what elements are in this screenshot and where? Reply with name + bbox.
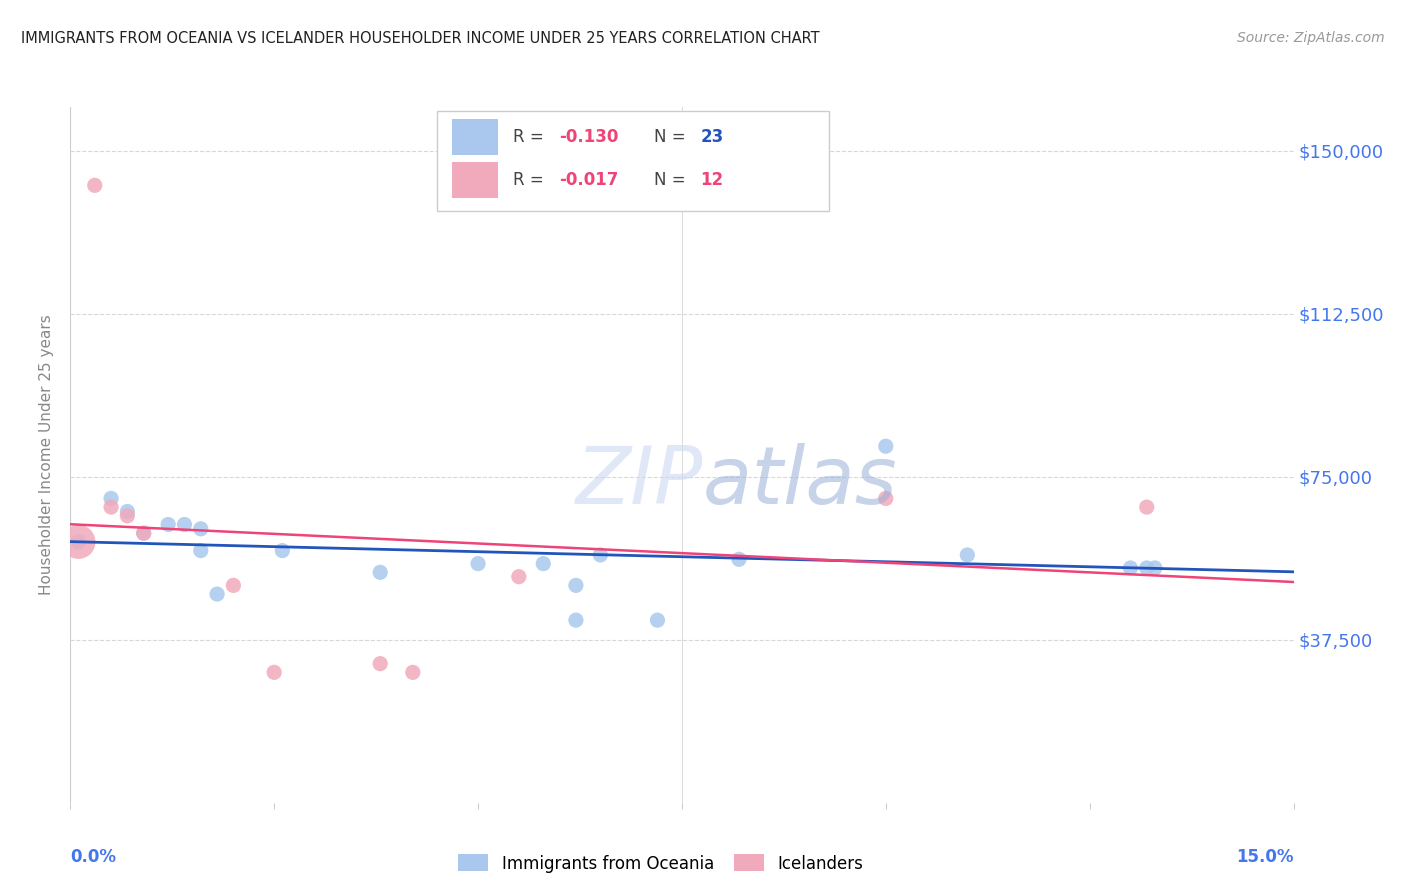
Text: R =: R = xyxy=(513,128,550,146)
FancyBboxPatch shape xyxy=(451,119,499,155)
Text: 15.0%: 15.0% xyxy=(1236,848,1294,866)
Point xyxy=(368,657,391,671)
Point xyxy=(508,570,530,584)
Point xyxy=(157,517,180,532)
Text: R =: R = xyxy=(513,171,550,189)
Text: 12: 12 xyxy=(700,171,723,189)
FancyBboxPatch shape xyxy=(451,162,499,198)
Point xyxy=(222,578,245,592)
Text: 0.0%: 0.0% xyxy=(70,848,117,866)
Point xyxy=(190,543,212,558)
Point xyxy=(1143,561,1166,575)
Point xyxy=(117,508,139,523)
Point xyxy=(1119,561,1142,575)
Point xyxy=(190,522,212,536)
Text: ZIP: ZIP xyxy=(575,442,703,521)
FancyBboxPatch shape xyxy=(437,111,828,211)
Text: -0.017: -0.017 xyxy=(560,171,619,189)
Point xyxy=(83,178,105,193)
Point xyxy=(565,578,588,592)
Point xyxy=(368,566,391,580)
Point xyxy=(531,557,554,571)
Point xyxy=(271,543,294,558)
Text: atlas: atlas xyxy=(703,442,898,521)
Point xyxy=(263,665,285,680)
Point xyxy=(956,548,979,562)
Point xyxy=(67,535,90,549)
Y-axis label: Householder Income Under 25 years: Householder Income Under 25 years xyxy=(39,315,55,595)
Legend: Immigrants from Oceania, Icelanders: Immigrants from Oceania, Icelanders xyxy=(451,847,870,880)
Text: 23: 23 xyxy=(700,128,724,146)
Point xyxy=(565,613,588,627)
Point xyxy=(467,557,489,571)
Point xyxy=(589,548,612,562)
Point xyxy=(67,535,90,549)
Text: -0.130: -0.130 xyxy=(560,128,619,146)
Text: N =: N = xyxy=(654,128,690,146)
Point xyxy=(117,504,139,518)
Point xyxy=(1136,561,1159,575)
Point xyxy=(132,526,155,541)
Point xyxy=(647,613,669,627)
Text: Source: ZipAtlas.com: Source: ZipAtlas.com xyxy=(1237,31,1385,45)
Point xyxy=(728,552,751,566)
Point xyxy=(173,517,195,532)
Point xyxy=(100,491,122,506)
Point xyxy=(875,491,897,506)
Point xyxy=(100,500,122,514)
Text: N =: N = xyxy=(654,171,690,189)
Point xyxy=(1136,500,1159,514)
Point xyxy=(205,587,228,601)
Text: IMMIGRANTS FROM OCEANIA VS ICELANDER HOUSEHOLDER INCOME UNDER 25 YEARS CORRELATI: IMMIGRANTS FROM OCEANIA VS ICELANDER HOU… xyxy=(21,31,820,46)
Point xyxy=(875,439,897,453)
Point xyxy=(402,665,425,680)
Point xyxy=(132,526,155,541)
